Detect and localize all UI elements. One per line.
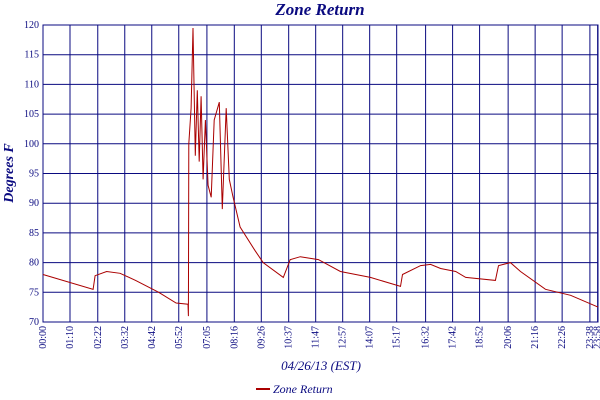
y-tick-label: 95	[29, 169, 39, 180]
x-tick-label: 20:06	[503, 326, 514, 349]
y-tick-label: 75	[29, 287, 39, 298]
y-tick-label: 105	[24, 109, 39, 120]
x-tick-label: 18:52	[475, 326, 486, 349]
x-tick-label: 23:58	[593, 326, 600, 349]
y-axis-label: Degrees F	[2, 143, 17, 204]
y-tick-label: 120	[24, 20, 39, 31]
x-tick-label: 11:47	[311, 326, 322, 348]
x-tick-label: 22:26	[557, 326, 568, 349]
x-tick-label: 09:26	[256, 326, 267, 349]
x-axis-label: 04/26/13 (EST)	[281, 358, 361, 373]
legend-label: Zone Return	[273, 382, 333, 396]
x-tick-label: 03:32	[120, 326, 131, 349]
x-tick-label: 04:42	[147, 326, 158, 349]
x-tick-label: 15:17	[392, 326, 403, 349]
y-tick-label: 80	[29, 258, 39, 269]
plot-border	[42, 24, 599, 323]
x-tick-label: 07:05	[202, 326, 213, 349]
chart-title: Zone Return	[274, 0, 364, 19]
x-tick-label: 14:07	[365, 326, 376, 349]
y-tick-label: 90	[29, 198, 39, 209]
x-tick-label: 02:22	[93, 326, 104, 349]
x-tick-label: 23:38	[585, 326, 596, 349]
x-tick-label: 17:42	[448, 326, 459, 349]
x-tick-label: 21:16	[530, 326, 541, 349]
y-tick-label: 110	[24, 79, 39, 90]
x-tick-label: 10:37	[284, 326, 295, 349]
y-tick-label: 85	[29, 228, 39, 239]
x-tick-label: 16:32	[421, 326, 432, 349]
y-tick-label: 115	[24, 50, 39, 61]
y-tick-label: 70	[29, 317, 39, 328]
x-tick-label: 00:00	[38, 326, 49, 349]
x-tick-label: 08:16	[229, 326, 240, 349]
x-tick-label: 05:52	[174, 326, 185, 349]
series-line	[42, 27, 599, 317]
x-tick-label: 01:10	[65, 326, 76, 349]
x-tick-label: 12:57	[338, 326, 349, 349]
y-tick-label: 100	[24, 139, 39, 150]
